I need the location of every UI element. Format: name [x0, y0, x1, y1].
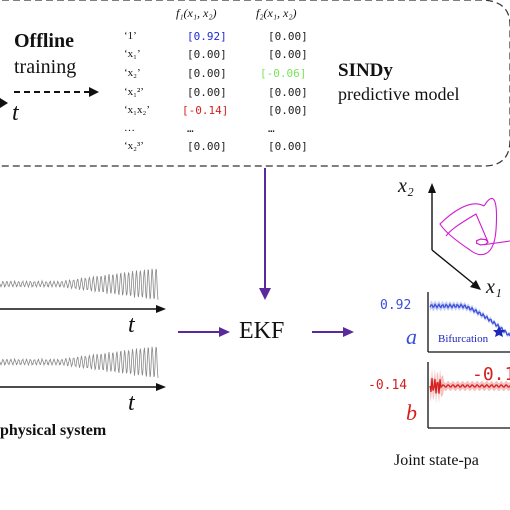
- signal-path: [0, 268, 159, 300]
- signal-trace-1: [0, 268, 159, 300]
- offline-arrowhead: [89, 87, 99, 97]
- physical-to-ekf-arrowhead: [219, 327, 230, 337]
- signal2-time-label: t: [128, 390, 135, 416]
- phase-x1-label: x₁: [486, 276, 502, 298]
- table-cell-f2: [-0.06]: [260, 67, 307, 80]
- table-cell-f1: [0.00]: [187, 48, 227, 61]
- param-b-uncertainty-band: [430, 368, 510, 404]
- table-cell-f1: [0.00]: [187, 140, 227, 153]
- phase-portrait-curve: [439, 198, 510, 256]
- sindy-subtitle: predictive model: [338, 84, 460, 104]
- table-row-label: ‘x₂³’: [124, 140, 144, 152]
- phase-x1-arrowhead: [470, 280, 481, 290]
- table-cell-f2: [0.00]: [268, 86, 308, 99]
- sindy-to-ekf-arrowhead: [259, 288, 271, 300]
- ekf-label: EKF: [239, 318, 285, 344]
- param-b-overlay-value: -0.1: [472, 364, 510, 385]
- offline-time-label: t: [12, 100, 19, 126]
- signal-trace-2: [0, 346, 159, 378]
- table-row-label: ‘1’: [124, 30, 137, 42]
- phase-x2-label: x₂: [398, 175, 414, 197]
- table-row-label: …: [124, 122, 135, 134]
- param-b-symbol: b: [406, 400, 417, 425]
- left-arrowhead: [0, 98, 8, 108]
- table-row-label: ‘x₂’: [124, 67, 141, 79]
- table-cell-f1: [-0.14]: [182, 104, 229, 117]
- signal2-time-arrowhead: [156, 383, 166, 391]
- table-cell-f2: [0.00]: [268, 48, 308, 61]
- ekf-to-output-arrowhead: [343, 327, 354, 337]
- table-row-label: ‘x₁’: [124, 48, 141, 60]
- bifurcation-annotation: Bifurcation: [438, 333, 489, 345]
- table-cell-f1: …: [187, 122, 194, 135]
- param-a-value: 0.92: [380, 298, 412, 313]
- table-cell-f2: …: [268, 122, 275, 135]
- table-cell-f1: [0.92]: [187, 30, 227, 43]
- table-row-label: ‘x₁x₂’: [124, 104, 150, 116]
- table-header-f2: f₂(x₁, x₂): [256, 6, 297, 20]
- offline-title: Offline: [14, 30, 74, 52]
- table-cell-f2: [0.00]: [268, 30, 308, 43]
- table-cell-f2: [0.00]: [268, 104, 308, 117]
- phase-depth-axis: [431, 249, 476, 286]
- physical-system-caption: physical system: [0, 422, 107, 439]
- bifurcation-star-icon: [493, 326, 505, 337]
- offline-box-border: [0, 0, 510, 167]
- joint-caption: Joint state-pa: [394, 452, 479, 469]
- signal1-time-label: t: [128, 312, 135, 338]
- phase-x2-arrowhead: [428, 183, 436, 193]
- param-a-symbol: a: [406, 324, 417, 349]
- param-a-estimate-line: [429, 303, 510, 337]
- table-header-f1: f₁(x₁, x₂): [176, 6, 217, 20]
- signal1-time-arrowhead: [156, 305, 166, 313]
- signal-path: [0, 346, 159, 378]
- param-b-value: -0.14: [368, 378, 408, 393]
- offline-subtitle: training: [14, 56, 77, 78]
- table-cell-f2: [0.00]: [268, 140, 308, 153]
- table-cell-f1: [0.00]: [187, 86, 227, 99]
- param-b-estimate-line: [429, 378, 510, 394]
- table-row-label: ‘x₁²’: [124, 86, 144, 98]
- table-cell-f1: [0.00]: [187, 67, 227, 80]
- sindy-title: SINDy: [338, 60, 393, 81]
